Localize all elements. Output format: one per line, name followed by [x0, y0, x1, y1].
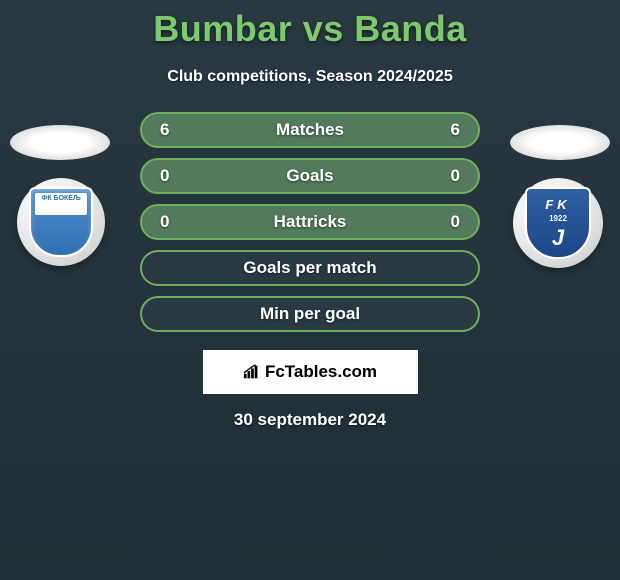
team-left-badge: ФК БОКЕЉ	[17, 178, 105, 266]
team-left-logo-disc	[10, 125, 110, 160]
branding-box: FcTables.com	[203, 350, 418, 394]
stat-label: Goals per match	[243, 258, 376, 278]
team-right-logo-disc	[510, 125, 610, 160]
branding-text: FcTables.com	[265, 362, 377, 382]
team-right-badge-letter: J	[527, 225, 589, 251]
team-left-shield: ФК БОКЕЉ	[29, 187, 93, 257]
stat-row: 0 Hattricks 0	[140, 204, 480, 240]
stat-value-right: 0	[440, 166, 460, 186]
stat-label: Hattricks	[274, 212, 347, 232]
page-title: Bumbar vs Banda	[0, 0, 620, 50]
date-label: 30 september 2024	[0, 410, 620, 430]
team-right-badge: FK 1922 J	[513, 178, 603, 268]
stat-label: Matches	[276, 120, 344, 140]
team-left-badge-text: ФК БОКЕЉ	[31, 195, 91, 202]
stat-row: 6 Matches 6	[140, 112, 480, 148]
stat-value-left: 0	[160, 166, 180, 186]
stat-row: 0 Goals 0	[140, 158, 480, 194]
stat-value-right: 6	[440, 120, 460, 140]
page-subtitle: Club competitions, Season 2024/2025	[0, 68, 620, 86]
stat-value-right: 0	[440, 212, 460, 232]
stat-value-left: 0	[160, 212, 180, 232]
stat-label: Min per goal	[260, 304, 360, 324]
team-right-badge-fk: FK	[527, 197, 589, 212]
stat-row: Goals per match	[140, 250, 480, 286]
chart-icon	[243, 364, 261, 380]
stat-value-left: 6	[160, 120, 180, 140]
team-right-badge-year: 1922	[527, 214, 589, 223]
team-right-shield: FK 1922 J	[525, 187, 591, 259]
stat-label: Goals	[286, 166, 333, 186]
stat-row: Min per goal	[140, 296, 480, 332]
